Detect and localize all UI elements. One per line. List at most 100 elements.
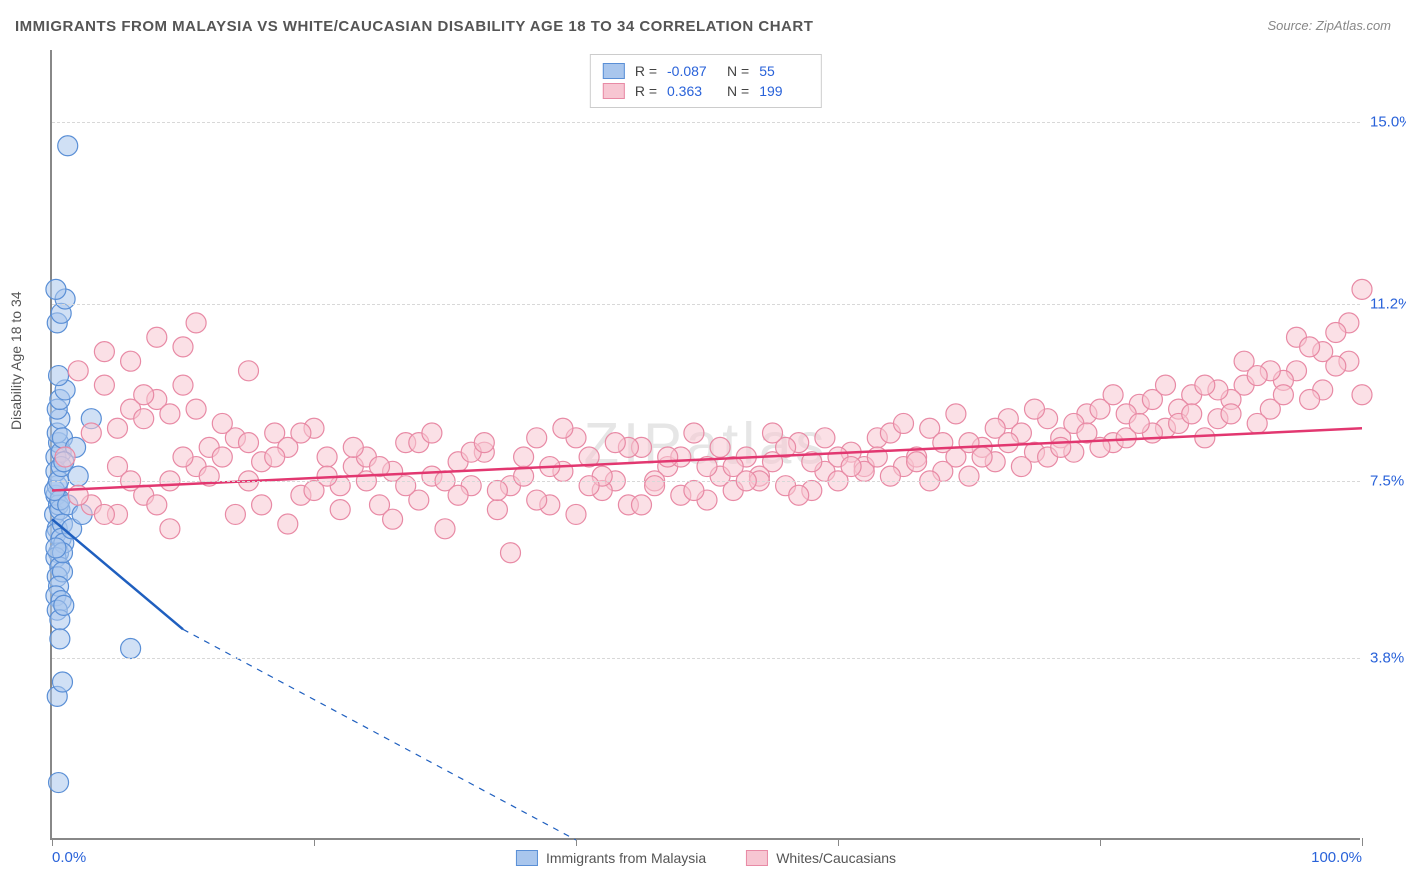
scatter-point [212, 413, 232, 433]
scatter-point [265, 447, 285, 467]
scatter-point [343, 437, 363, 457]
scatter-point [55, 447, 75, 467]
scatter-point [894, 413, 914, 433]
scatter-point [94, 375, 114, 395]
legend-label: Whites/Caucasians [776, 850, 896, 866]
scatter-point [710, 437, 730, 457]
x-tick-label: 100.0% [1311, 849, 1362, 866]
scatter-point [46, 538, 66, 558]
scatter-point [239, 361, 259, 381]
scatter-point [81, 423, 101, 443]
scatter-point [1103, 385, 1123, 405]
scatter-point [147, 327, 167, 347]
x-tick-label: 0.0% [52, 849, 86, 866]
bottom-legend-item: Immigrants from Malaysia [516, 850, 706, 866]
y-tick-label: 15.0% [1370, 113, 1406, 130]
source-attribution: Source: ZipAtlas.com [1267, 18, 1391, 33]
scatter-point [684, 423, 704, 443]
gridline-h [52, 122, 1360, 123]
scatter-point [946, 404, 966, 424]
scatter-point [435, 519, 455, 539]
x-tick [576, 838, 577, 846]
y-axis-label: Disability Age 18 to 34 [8, 291, 24, 430]
scatter-point [160, 519, 180, 539]
scatter-point [501, 543, 521, 563]
gridline-h [52, 658, 1360, 659]
scatter-point [1051, 437, 1071, 457]
scatter-point [252, 495, 272, 515]
scatter-point [134, 409, 154, 429]
scatter-point [487, 500, 507, 520]
scatter-point [645, 476, 665, 496]
scatter-point [108, 418, 128, 438]
chart-title: IMMIGRANTS FROM MALAYSIA VS WHITE/CAUCAS… [15, 18, 813, 35]
y-tick-label: 11.2% [1370, 295, 1406, 312]
scatter-point [1025, 399, 1045, 419]
scatter-point [173, 375, 193, 395]
scatter-point [383, 509, 403, 529]
scatter-point [134, 385, 154, 405]
scatter-point [396, 476, 416, 496]
scatter-point [52, 672, 72, 692]
scatter-point [880, 466, 900, 486]
gridline-h [52, 304, 1360, 305]
scatter-point [566, 504, 586, 524]
scatter-point [1273, 385, 1293, 405]
scatter-point [1195, 428, 1215, 448]
scatter-point [815, 428, 835, 448]
plot-area: ZIPatlas R =-0.087N =55R =0.363N =199 Im… [50, 50, 1360, 840]
scatter-point [658, 447, 678, 467]
scatter-point [58, 136, 78, 156]
scatter-point [527, 428, 547, 448]
scatter-point [317, 447, 337, 467]
bottom-legend: Immigrants from Malaysia Whites/Caucasian… [516, 850, 896, 866]
scatter-point [160, 404, 180, 424]
scatter-point [173, 447, 193, 467]
scatter-point [121, 638, 141, 658]
scatter-point [291, 423, 311, 443]
scatter-point [972, 447, 992, 467]
scatter-point [684, 480, 704, 500]
x-tick [314, 838, 315, 846]
x-tick [838, 838, 839, 846]
scatter-point [1247, 413, 1267, 433]
bottom-legend-item: Whites/Caucasians [746, 850, 896, 866]
x-tick [1100, 838, 1101, 846]
scatter-point [841, 457, 861, 477]
scatter-point [789, 485, 809, 505]
scatter-point [632, 495, 652, 515]
scatter-point [330, 500, 350, 520]
scatter-point [514, 447, 534, 467]
scatter-point [605, 433, 625, 453]
y-tick-label: 3.8% [1370, 650, 1406, 667]
scatter-point [553, 418, 573, 438]
y-tick-label: 7.5% [1370, 472, 1406, 489]
scatter-point [1300, 337, 1320, 357]
scatter-point [1247, 366, 1267, 386]
scatter-point [147, 495, 167, 515]
legend-swatch [746, 850, 768, 866]
scatter-plot-svg [52, 50, 1360, 838]
scatter-point [186, 313, 206, 333]
scatter-point [474, 433, 494, 453]
scatter-point [422, 423, 442, 443]
scatter-point [54, 595, 74, 615]
gridline-h [52, 481, 1360, 482]
x-tick [1362, 838, 1363, 846]
scatter-point [1011, 457, 1031, 477]
scatter-point [49, 773, 69, 793]
scatter-point [1129, 413, 1149, 433]
scatter-point [1352, 279, 1372, 299]
scatter-point [959, 466, 979, 486]
scatter-point [527, 490, 547, 510]
scatter-point [186, 399, 206, 419]
scatter-point [94, 504, 114, 524]
scatter-point [998, 433, 1018, 453]
scatter-point [1221, 404, 1241, 424]
scatter-point [68, 361, 88, 381]
scatter-point [278, 514, 298, 534]
scatter-point [94, 342, 114, 362]
scatter-point [46, 279, 66, 299]
scatter-point [225, 504, 245, 524]
scatter-point [1182, 404, 1202, 424]
